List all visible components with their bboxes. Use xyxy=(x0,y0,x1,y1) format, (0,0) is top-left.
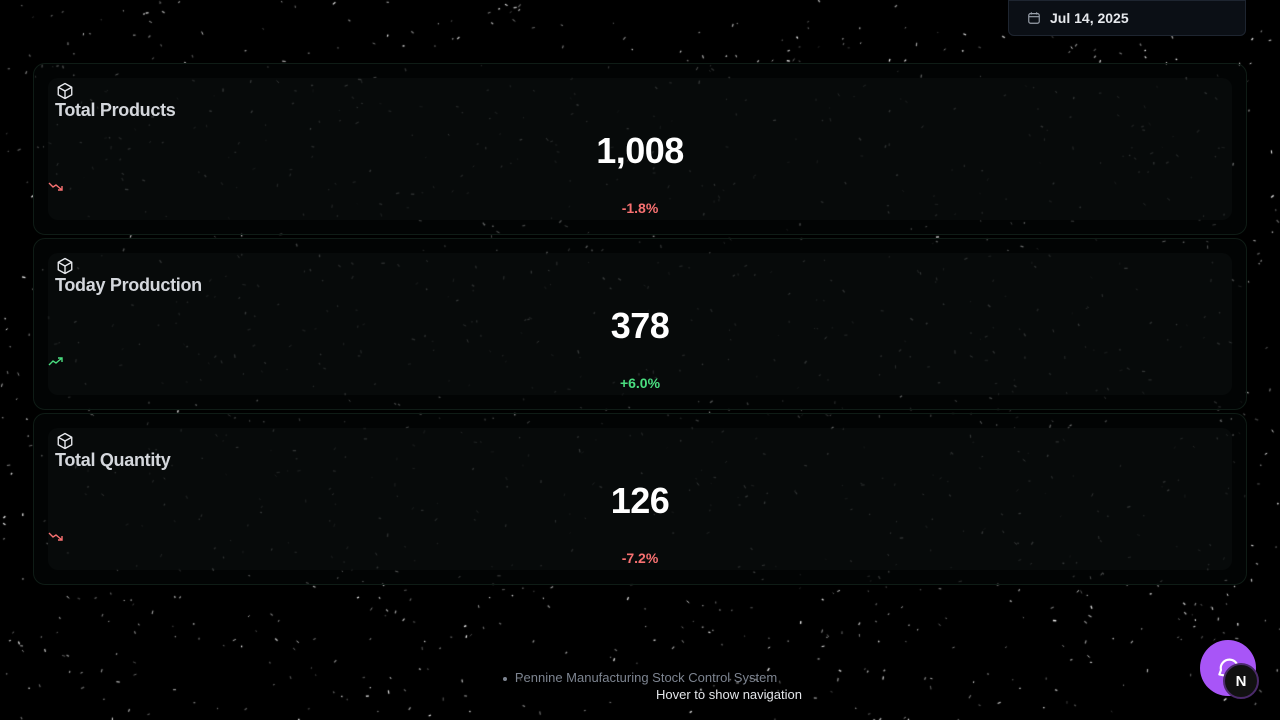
trending-up-icon xyxy=(48,357,63,366)
navigation-hint: Hover to show navigation xyxy=(656,687,802,702)
card-value: 378 xyxy=(610,305,670,346)
card-title: Today Production xyxy=(55,275,202,295)
box-icon xyxy=(57,257,73,275)
user-avatar[interactable]: N xyxy=(1223,663,1259,699)
footer-system-name: Pennine Manufacturing Stock Control Syst… xyxy=(0,670,1280,685)
card-title: Total Products xyxy=(55,100,176,120)
bullet-dot xyxy=(502,676,507,681)
card-value: 126 xyxy=(610,480,670,521)
date-picker-button[interactable]: Jul 14, 2025 xyxy=(1008,0,1246,36)
trending-down-icon xyxy=(48,182,63,191)
selected-date: Jul 14, 2025 xyxy=(1050,10,1129,26)
card-change: -7.2% xyxy=(621,550,659,566)
trending-down-icon xyxy=(48,532,63,541)
card-value: 1,008 xyxy=(596,130,684,171)
stat-card-total-quantity: Total Quantity 126 -7.2% xyxy=(33,413,1247,585)
card-change: +6.0% xyxy=(619,375,661,391)
box-icon xyxy=(57,82,73,100)
box-icon xyxy=(57,432,73,450)
card-title: Total Quantity xyxy=(55,450,171,470)
stat-card-total-products: Total Products 1,008 -1.8% xyxy=(33,63,1247,235)
card-change: -1.8% xyxy=(621,200,659,216)
stat-card-today-production: Today Production 378 +6.0% xyxy=(33,238,1247,410)
calendar-icon xyxy=(1028,12,1040,24)
footer-label: Pennine Manufacturing Stock Control Syst… xyxy=(514,670,778,685)
